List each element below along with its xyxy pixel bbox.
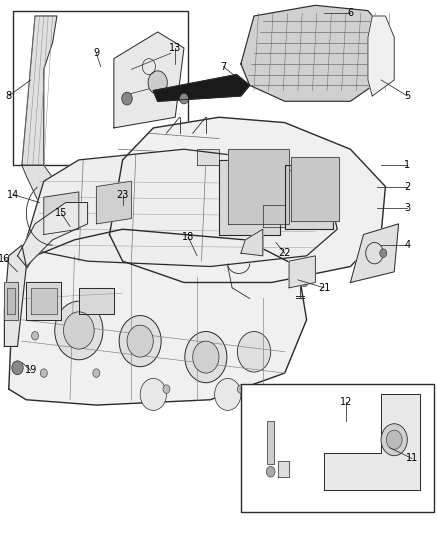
Circle shape xyxy=(215,378,241,410)
Polygon shape xyxy=(96,181,131,224)
Polygon shape xyxy=(7,288,15,314)
Circle shape xyxy=(122,92,132,105)
Polygon shape xyxy=(263,205,285,227)
Text: 15: 15 xyxy=(55,208,67,218)
Polygon shape xyxy=(285,165,333,229)
Polygon shape xyxy=(18,203,88,266)
Circle shape xyxy=(237,332,271,372)
Circle shape xyxy=(55,301,103,360)
Polygon shape xyxy=(324,394,420,490)
Text: 8: 8 xyxy=(6,91,12,101)
Circle shape xyxy=(266,466,275,477)
Circle shape xyxy=(237,385,244,393)
Circle shape xyxy=(380,249,387,257)
Text: 23: 23 xyxy=(117,190,129,199)
Polygon shape xyxy=(219,160,280,235)
Polygon shape xyxy=(197,149,219,165)
Circle shape xyxy=(127,325,153,357)
Text: 19: 19 xyxy=(25,366,37,375)
Bar xyxy=(241,384,434,512)
Polygon shape xyxy=(368,16,394,96)
Circle shape xyxy=(119,316,161,367)
Circle shape xyxy=(301,278,308,287)
Polygon shape xyxy=(26,149,337,266)
Polygon shape xyxy=(114,32,184,128)
Circle shape xyxy=(32,332,39,340)
Text: 21: 21 xyxy=(318,283,330,293)
Circle shape xyxy=(64,312,94,349)
Circle shape xyxy=(140,378,166,410)
Text: 16: 16 xyxy=(0,254,11,263)
Polygon shape xyxy=(22,16,57,165)
Bar xyxy=(267,421,274,464)
Text: 22: 22 xyxy=(279,248,291,258)
Polygon shape xyxy=(110,117,385,282)
Circle shape xyxy=(386,430,402,449)
Circle shape xyxy=(40,369,47,377)
Polygon shape xyxy=(350,224,399,282)
Text: 13: 13 xyxy=(169,43,181,53)
Circle shape xyxy=(185,332,227,383)
Polygon shape xyxy=(44,192,79,235)
Text: 11: 11 xyxy=(406,454,418,463)
Text: 18: 18 xyxy=(182,232,194,242)
Text: 1: 1 xyxy=(404,160,410,170)
Polygon shape xyxy=(26,282,61,320)
Polygon shape xyxy=(241,229,263,256)
Polygon shape xyxy=(31,288,57,314)
Text: 3: 3 xyxy=(404,203,410,213)
Text: 14: 14 xyxy=(7,190,19,199)
Text: 5: 5 xyxy=(404,91,410,101)
Polygon shape xyxy=(291,157,339,221)
Polygon shape xyxy=(22,165,79,245)
Polygon shape xyxy=(241,5,394,101)
Text: 4: 4 xyxy=(404,240,410,250)
Polygon shape xyxy=(9,229,307,405)
Polygon shape xyxy=(289,256,315,288)
Polygon shape xyxy=(4,245,26,346)
Circle shape xyxy=(381,424,407,456)
Polygon shape xyxy=(278,461,289,477)
Polygon shape xyxy=(228,149,289,224)
Circle shape xyxy=(180,93,188,104)
Text: 12: 12 xyxy=(340,398,352,407)
Circle shape xyxy=(93,369,100,377)
Text: 7: 7 xyxy=(220,62,226,71)
Bar xyxy=(13,11,188,165)
Text: 6: 6 xyxy=(347,9,353,18)
Polygon shape xyxy=(153,75,250,101)
Circle shape xyxy=(148,71,167,94)
Polygon shape xyxy=(4,282,18,320)
Circle shape xyxy=(163,385,170,393)
Circle shape xyxy=(269,211,278,221)
Circle shape xyxy=(12,361,23,375)
Polygon shape xyxy=(79,288,114,314)
Text: 2: 2 xyxy=(404,182,410,191)
Circle shape xyxy=(193,341,219,373)
Text: 9: 9 xyxy=(93,49,99,58)
